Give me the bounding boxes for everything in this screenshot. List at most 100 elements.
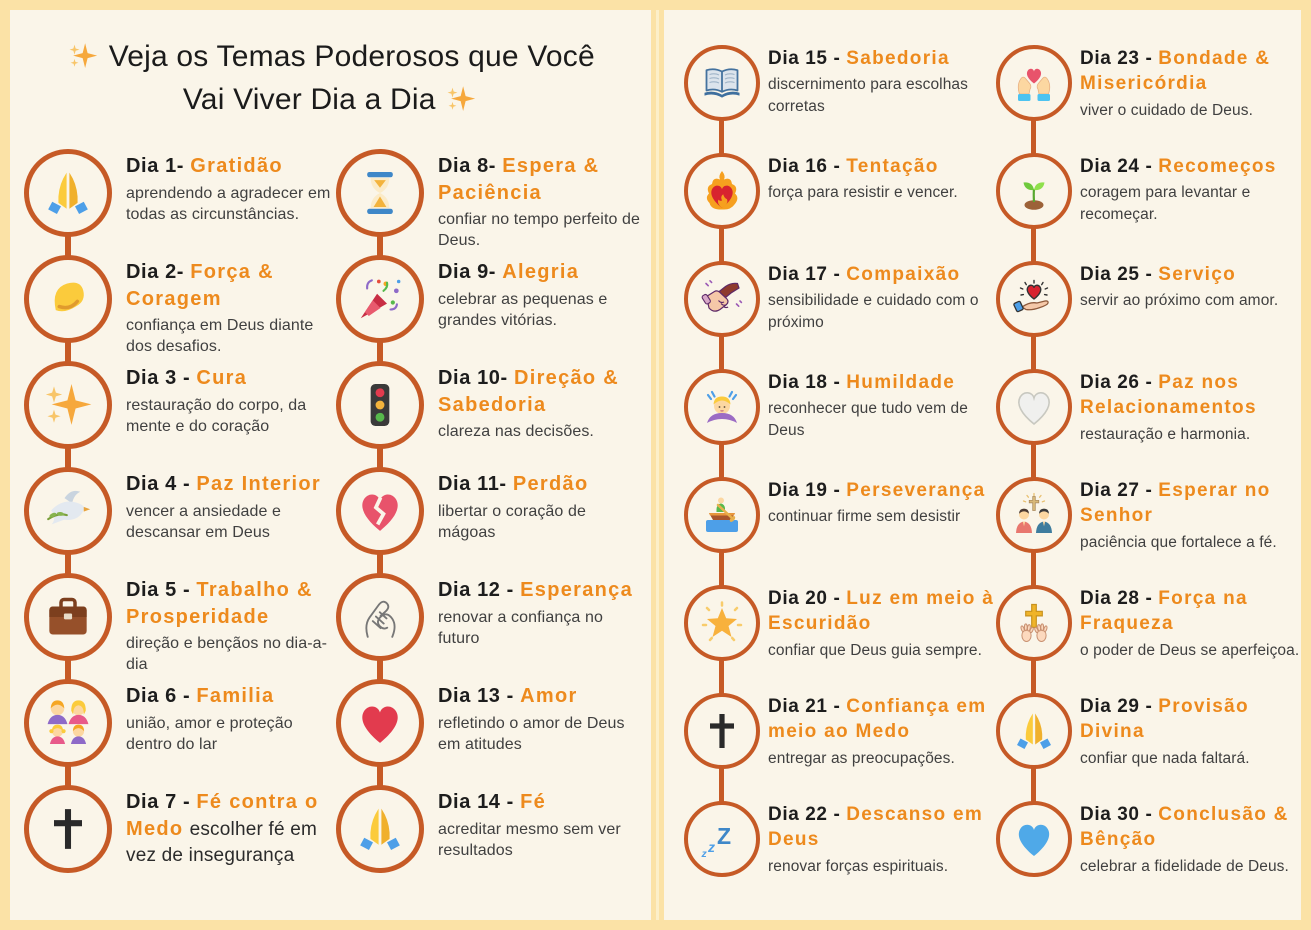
day-description: refletindo o amor de Deus em atitudes bbox=[438, 714, 625, 753]
day-number-label: Dia 12 - bbox=[438, 579, 514, 602]
praying-people-icon bbox=[996, 477, 1072, 553]
day-item-6: Dia 6 - Familia união, amor e proteção de… bbox=[22, 673, 334, 779]
day-description: paciência que fortalece a fé. bbox=[1080, 533, 1277, 551]
day-theme: Alegria bbox=[502, 261, 580, 284]
timeline-column: Dia 1- Gratidão aprendendo a agradecer em… bbox=[22, 143, 334, 885]
day-item-10: Dia 10- Direção & Sabedoria clareza nas d… bbox=[334, 355, 646, 461]
day-number-label: Dia 30 - bbox=[1080, 804, 1153, 825]
day-icon-wrap bbox=[334, 567, 426, 673]
day-number-label: Dia 16 - bbox=[768, 156, 841, 177]
glowing-star-icon bbox=[684, 585, 760, 661]
day-description: confiar que nada faltará. bbox=[1080, 749, 1250, 767]
briefcase-icon bbox=[24, 573, 112, 662]
day-text: Dia 14 - Fé acreditar mesmo sem ver resul… bbox=[426, 779, 646, 885]
day-number-label: Dia 21 - bbox=[768, 696, 841, 717]
day-title: Dia 4 - Paz Interior bbox=[126, 471, 334, 497]
day-icon-wrap bbox=[22, 249, 114, 355]
day-title: Dia 29 - Provisão Divina bbox=[1080, 694, 1301, 745]
day-description: viver o cuidado de Deus. bbox=[1080, 101, 1253, 119]
day-theme: Perseverança bbox=[846, 480, 986, 501]
day-description: confiança em Deus diante dos desafios. bbox=[126, 316, 314, 356]
day-item-1: Dia 1- Gratidão aprendendo a agradecer em… bbox=[22, 143, 334, 249]
day-text: Dia 25 - Serviço servir ao próximo com am… bbox=[1072, 253, 1301, 361]
day-item-19: Dia 19 - Perseverança continuar firme sem… bbox=[684, 469, 996, 577]
day-title: Dia 21 - Confiança em meio ao Medo bbox=[768, 694, 996, 745]
day-number-label: Dia 20 - bbox=[768, 588, 841, 609]
panel-divider bbox=[656, 10, 659, 920]
day-icon-wrap bbox=[684, 469, 760, 577]
day-icon-wrap bbox=[996, 469, 1072, 577]
day-title: Dia 23 - Bondade & Misericórdia bbox=[1080, 46, 1301, 97]
day-title: Dia 14 - Fé bbox=[438, 789, 646, 815]
day-description: renovar forças espirituais. bbox=[768, 857, 949, 875]
day-icon-wrap bbox=[996, 145, 1072, 253]
day-text: Dia 5 - Trabalho & Prosperidade direção e… bbox=[114, 567, 334, 673]
day-item-3: Dia 3 - Cura restauração do corpo, da men… bbox=[22, 355, 334, 461]
day-text: Dia 13 - Amor refletindo o amor de Deus e… bbox=[426, 673, 646, 779]
day-theme: Direção & Sabedoria bbox=[438, 367, 620, 416]
day-number-label: Dia 14 - bbox=[438, 791, 514, 814]
day-icon-wrap bbox=[684, 361, 760, 469]
timeline-column: Dia 15 - Sabedoria discernimento para esc… bbox=[684, 37, 996, 901]
day-icon-wrap bbox=[684, 253, 760, 361]
day-icon-wrap bbox=[996, 793, 1072, 901]
day-description: vencer a ansiedade e descansar em Deus bbox=[126, 502, 281, 541]
day-theme: Espera & Paciência bbox=[438, 155, 600, 204]
day-theme: Luz em meio à Escuridão bbox=[768, 588, 995, 635]
day-theme: Perdão bbox=[512, 473, 589, 496]
day-theme: Serviço bbox=[1158, 264, 1237, 285]
day-title: Dia 8- Espera & Paciência bbox=[438, 153, 646, 206]
day-description: renovar a confiança no futuro bbox=[438, 608, 603, 647]
day-text: Dia 7 - Fé contra o Medo escolher fé em … bbox=[114, 779, 334, 885]
day-title: Dia 1- Gratidão bbox=[126, 153, 334, 179]
day-text: Dia 21 - Confiança em meio ao Medo entreg… bbox=[760, 685, 996, 793]
family-icon bbox=[24, 679, 112, 768]
day-text: Dia 27 - Esperar no Senhor paciência que … bbox=[1072, 469, 1301, 577]
day-title: Dia 15 - Sabedoria bbox=[768, 46, 996, 71]
day-title: Dia 16 - Tentação bbox=[768, 154, 996, 179]
day-title: Dia 13 - Amor bbox=[438, 683, 646, 709]
day-text: Dia 12 - Esperança renovar a confiança no… bbox=[426, 567, 646, 673]
day-text: Dia 9- Alegria celebrar as pequenas e gra… bbox=[426, 249, 646, 355]
day-text: Dia 17 - Compaixão sensibilidade e cuidad… bbox=[760, 253, 996, 361]
handshake-icon bbox=[684, 261, 760, 337]
day-theme: Amor bbox=[520, 685, 578, 708]
day-description: confiar que Deus guia sempre. bbox=[768, 641, 982, 659]
day-text: Dia 26 - Paz nos Relacionamentos restaura… bbox=[1072, 361, 1301, 469]
day-title: Dia 6 - Familia bbox=[126, 683, 334, 709]
day-description: discernimento para escolhas corretas bbox=[768, 76, 968, 115]
day-number-label: Dia 3 - bbox=[126, 367, 191, 390]
day-description: restauração do corpo, da mente e do cora… bbox=[126, 396, 307, 435]
day-description: aprendendo a agradecer em todas as circu… bbox=[126, 184, 331, 223]
day-number-label: Dia 8- bbox=[438, 155, 497, 178]
day-item-14: Dia 14 - Fé acreditar mesmo sem ver resul… bbox=[334, 779, 646, 885]
day-item-7: Dia 7 - Fé contra o Medo escolher fé em … bbox=[22, 779, 334, 885]
day-title: Dia 18 - Humildade bbox=[768, 370, 996, 395]
day-number-label: Dia 11- bbox=[438, 473, 507, 496]
day-item-2: Dia 2- Força & Coragem confiança em Deus … bbox=[22, 249, 334, 355]
day-title: Dia 20 - Luz em meio à Escuridão bbox=[768, 586, 996, 637]
day-number-label: Dia 19 - bbox=[768, 480, 841, 501]
day-theme: Conclusão & Bênção bbox=[1080, 804, 1289, 851]
day-title: Dia 7 - Fé contra o Medo escolher fé em … bbox=[126, 789, 334, 868]
day-title: Dia 10- Direção & Sabedoria bbox=[438, 365, 646, 418]
day-text: Dia 1- Gratidão aprendendo a agradecer em… bbox=[114, 143, 334, 249]
day-description: acreditar mesmo sem ver resultados bbox=[438, 820, 621, 859]
hands-holding-heart-icon bbox=[996, 45, 1072, 121]
day-text: Dia 3 - Cura restauração do corpo, da men… bbox=[114, 355, 334, 461]
broken-heart-icon bbox=[336, 467, 424, 556]
day-text: Dia 6 - Familia união, amor e proteção de… bbox=[114, 673, 334, 779]
day-description: escolher fé em vez de insegurança bbox=[126, 818, 318, 866]
day-text: Dia 30 - Conclusão & Bênção celebrar a fi… bbox=[1072, 793, 1301, 901]
day-title: Dia 26 - Paz nos Relacionamentos bbox=[1080, 370, 1301, 421]
heart-on-fire-icon bbox=[684, 153, 760, 229]
day-text: Dia 2- Força & Coragem confiança em Deus … bbox=[114, 249, 334, 355]
day-icon-wrap bbox=[334, 673, 426, 779]
day-text: Dia 16 - Tentação força para resistir e v… bbox=[760, 145, 996, 253]
day-item-11: Dia 11- Perdão libertar o coração de mágo… bbox=[334, 461, 646, 567]
day-theme: Confiança em meio ao Medo bbox=[768, 696, 987, 743]
day-number-label: Dia 17 - bbox=[768, 264, 841, 285]
